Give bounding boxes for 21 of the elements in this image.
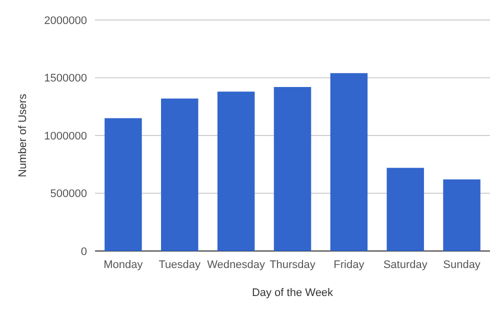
bar xyxy=(161,98,198,251)
bar xyxy=(217,92,255,251)
y-tick-label: 1000000 xyxy=(44,130,87,142)
x-tick-label: Sunday xyxy=(443,259,481,271)
x-tick-label: Friday xyxy=(334,259,365,271)
x-tick-label: Wednesday xyxy=(207,259,266,271)
x-tick-label: Saturday xyxy=(383,259,428,271)
y-tick-label: 1500000 xyxy=(44,72,87,85)
bar xyxy=(104,118,142,251)
bar xyxy=(274,86,312,251)
y-tick-label: 2000000 xyxy=(44,14,87,27)
bar xyxy=(443,179,480,251)
x-tick-label: Thursday xyxy=(270,259,316,271)
y-tick-label: 500000 xyxy=(50,188,87,200)
x-tick-label: Tuesday xyxy=(158,259,202,271)
bar xyxy=(386,168,424,251)
y-axis-title: Number of Users xyxy=(17,93,29,178)
x-axis-title: Day of the Week xyxy=(252,287,334,299)
x-tick-label: Monday xyxy=(104,259,144,271)
y-tick-label: 0 xyxy=(80,246,87,258)
bar xyxy=(330,73,368,251)
